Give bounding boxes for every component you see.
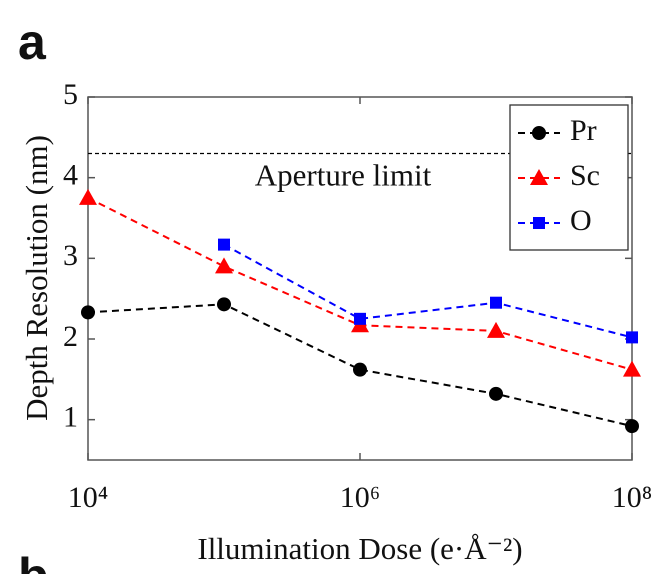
marker — [489, 386, 503, 401]
next-panel-label: b — [18, 548, 49, 574]
x-tick-label: 10⁶ — [340, 481, 380, 514]
y-tick-label: 5 — [63, 78, 78, 111]
marker — [218, 238, 230, 251]
legend-label: Sc — [570, 159, 600, 192]
y-tick-label: 3 — [63, 239, 78, 272]
series-line — [223, 243, 633, 339]
y-tick-label: 2 — [63, 320, 78, 353]
marker — [487, 321, 505, 338]
legend-box — [509, 104, 629, 251]
marker — [623, 360, 641, 377]
panel-label: a — [18, 14, 47, 70]
reference-label: Aperture limit — [255, 158, 432, 193]
series-line — [87, 303, 633, 428]
marker — [530, 169, 548, 185]
y-tick-label: 4 — [63, 159, 78, 192]
legend-label: O — [570, 204, 592, 237]
x-axis-label: Illumination Dose (e·Å⁻²) — [197, 531, 522, 566]
marker — [532, 126, 546, 140]
marker — [626, 331, 638, 344]
marker — [217, 297, 231, 312]
y-axis-label: Depth Resolution (nm) — [19, 135, 54, 421]
legend-label: Pr — [570, 114, 597, 147]
marker — [625, 419, 639, 434]
x-tick-label: 10⁸ — [612, 481, 652, 514]
y-tick-label: 1 — [63, 401, 78, 434]
marker — [490, 296, 502, 309]
marker — [353, 362, 367, 377]
marker — [533, 217, 545, 229]
marker — [81, 305, 95, 320]
marker — [79, 188, 97, 205]
marker — [215, 257, 233, 274]
x-tick-label: 10⁴ — [68, 481, 108, 514]
marker — [354, 312, 366, 325]
